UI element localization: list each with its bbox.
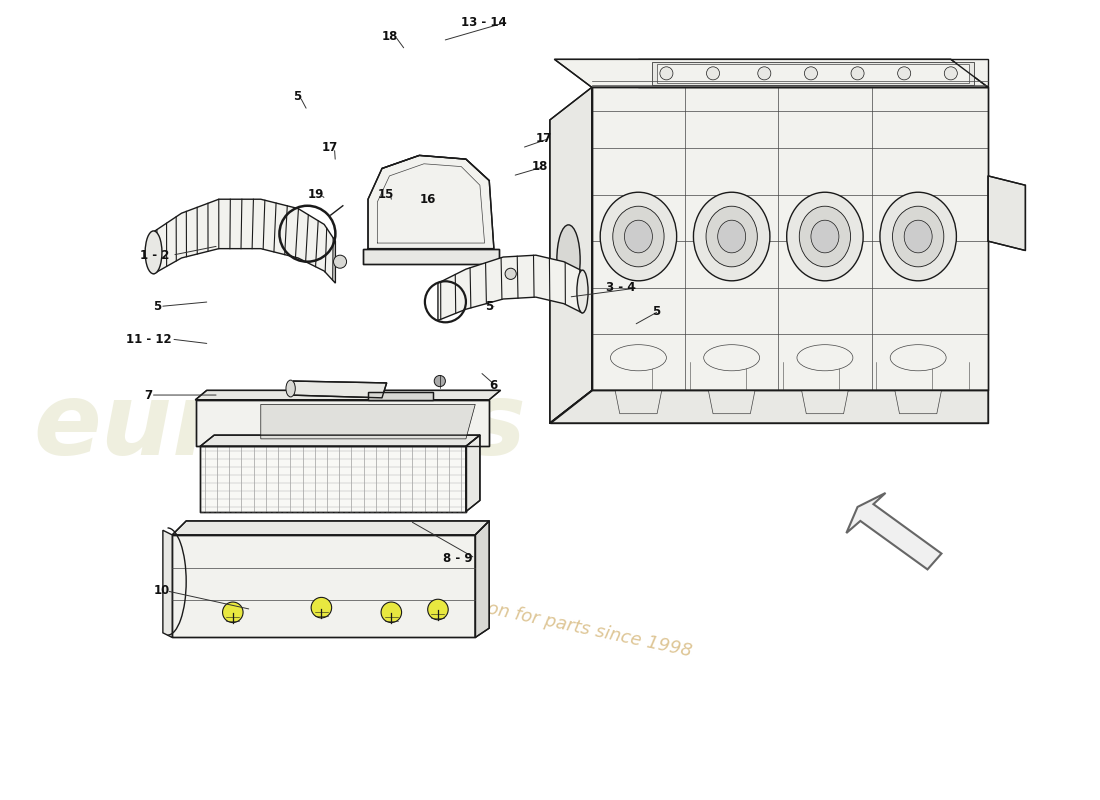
Text: 5: 5 [154,300,162,313]
Polygon shape [475,521,490,638]
Text: 1 - 2: 1 - 2 [140,249,169,262]
Polygon shape [466,435,480,511]
Polygon shape [846,493,942,570]
Text: 11 - 12: 11 - 12 [125,333,172,346]
Polygon shape [988,176,1025,250]
Ellipse shape [625,220,652,253]
Text: 18: 18 [382,30,398,42]
Polygon shape [368,155,494,249]
Ellipse shape [613,206,664,267]
Circle shape [944,67,957,80]
Ellipse shape [706,206,757,267]
Text: 13 - 14: 13 - 14 [461,15,507,29]
Text: 5: 5 [294,90,301,103]
Text: 3 - 4: 3 - 4 [606,282,636,294]
Ellipse shape [796,345,852,370]
Circle shape [222,602,243,622]
Text: eurocars: eurocars [33,379,526,476]
Polygon shape [368,392,433,400]
Polygon shape [163,530,173,638]
Text: 5: 5 [652,305,661,318]
Circle shape [434,375,446,386]
Polygon shape [802,390,848,414]
Text: 7: 7 [144,389,152,402]
Circle shape [660,67,673,80]
Polygon shape [895,390,942,414]
Text: a passion for parts since 1998: a passion for parts since 1998 [425,586,694,661]
Text: 5: 5 [485,300,493,313]
Circle shape [381,602,402,622]
Polygon shape [550,390,988,423]
Text: 10: 10 [154,584,169,598]
Circle shape [706,67,719,80]
Polygon shape [154,199,336,283]
Text: 16: 16 [419,193,436,206]
Text: 18: 18 [531,160,548,173]
Ellipse shape [576,270,588,313]
Polygon shape [550,87,592,423]
Polygon shape [438,255,583,321]
Circle shape [851,67,865,80]
Polygon shape [554,59,988,87]
Circle shape [898,67,911,80]
Polygon shape [261,404,475,439]
Polygon shape [708,390,755,414]
Circle shape [333,255,346,268]
Polygon shape [173,521,490,535]
Polygon shape [652,62,975,85]
Ellipse shape [693,192,770,281]
Circle shape [758,67,771,80]
Ellipse shape [800,206,850,267]
Ellipse shape [786,192,864,281]
Polygon shape [173,535,475,638]
Circle shape [311,598,331,618]
Circle shape [804,67,817,80]
Circle shape [428,599,448,620]
Ellipse shape [880,192,956,281]
Ellipse shape [601,192,676,281]
Ellipse shape [717,220,746,253]
Polygon shape [289,381,387,398]
Text: 6: 6 [490,379,497,392]
Polygon shape [615,390,662,414]
Polygon shape [638,59,988,87]
Text: 17: 17 [321,142,338,154]
Ellipse shape [286,380,295,397]
Polygon shape [200,446,466,511]
Polygon shape [196,390,500,400]
Ellipse shape [892,206,944,267]
Ellipse shape [610,345,667,370]
Polygon shape [657,64,969,82]
Polygon shape [363,249,498,265]
Text: 19: 19 [307,188,323,201]
Ellipse shape [890,345,946,370]
Polygon shape [200,435,480,446]
Ellipse shape [904,220,932,253]
Text: 8 - 9: 8 - 9 [442,552,472,565]
Ellipse shape [557,225,580,294]
Text: 17: 17 [536,132,552,145]
Ellipse shape [811,220,839,253]
Ellipse shape [145,231,162,274]
Polygon shape [196,400,490,446]
Polygon shape [592,87,988,390]
Text: 15: 15 [377,188,394,201]
Circle shape [505,268,516,279]
Ellipse shape [704,345,760,370]
